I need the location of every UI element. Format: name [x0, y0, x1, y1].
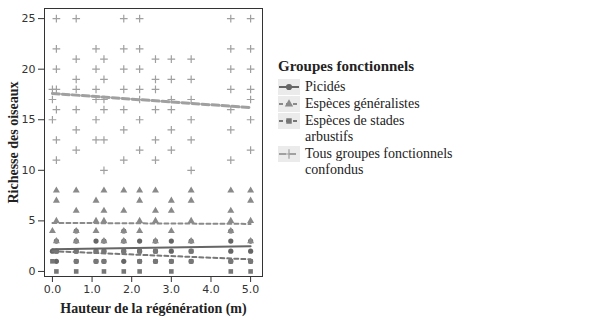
svg-text:5.0: 5.0	[242, 283, 259, 296]
svg-text:3.0: 3.0	[163, 283, 181, 296]
svg-text:1.0: 1.0	[83, 283, 101, 296]
svg-text:0: 0	[29, 265, 36, 278]
html-text:Espèces généralistes: Espèces généralistes	[305, 96, 420, 111]
html-text:Espèces de stades arbustifs: Espèces de stades arbustifs	[305, 113, 405, 144]
svg-text:Richesse des oiseaux: Richesse des oiseaux	[6, 81, 21, 203]
svg-text:4.0: 4.0	[202, 283, 220, 296]
svg-text:5: 5	[29, 214, 36, 227]
svg-text:0.0: 0.0	[44, 283, 62, 296]
svg-text:Hauteur de la régénération (m): Hauteur de la régénération (m)	[60, 301, 247, 317]
html-text:Tous groupes fonctionnels conf: Tous groupes fonctionnels confondus	[305, 146, 453, 177]
svg-text:15: 15	[22, 113, 36, 126]
html-text:Picidés: Picidés	[305, 79, 346, 94]
svg-text:20: 20	[22, 63, 36, 76]
svg-text:2.0: 2.0	[123, 283, 141, 296]
svg-text:10: 10	[22, 164, 36, 177]
svg-text:25: 25	[22, 12, 36, 25]
html-text:Groupes fonctionnels: Groupes fonctionnels	[278, 58, 414, 74]
